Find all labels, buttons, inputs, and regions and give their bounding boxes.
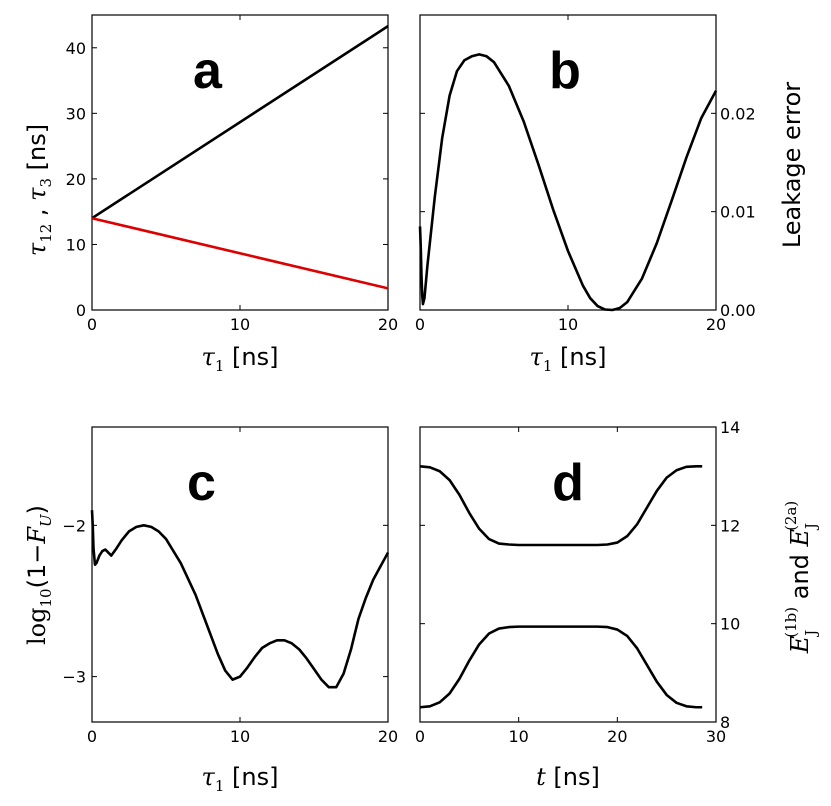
panel-b-xtick-label: 0 — [415, 315, 425, 334]
panel-d-series-0 — [419, 465, 703, 547]
panel-a-series-0 — [91, 25, 389, 220]
panel-d-ytick-label: 10 — [720, 615, 740, 634]
panel-b-series-0 — [418, 53, 718, 312]
panel-d-ytick-label: 12 — [720, 516, 740, 535]
panel-a-ytick-label: 20 — [66, 170, 86, 189]
panel-c-series-0 — [90, 510, 390, 689]
panel-c-xlabel: τ1 [ns] — [202, 763, 279, 795]
panel-c-xtick-label: 0 — [87, 727, 97, 746]
panel-d-xtick-label: 30 — [706, 727, 726, 746]
panel-d-ytick-label: 14 — [720, 418, 740, 437]
panel-a-ylabel: τ12 , τ3 [ns] — [23, 124, 55, 256]
panel-c-ytick-label: −2 — [62, 516, 86, 535]
panel-b-ylabel: Leakage error — [778, 82, 806, 248]
panel-c-xtick-label: 10 — [230, 727, 250, 746]
panel-d-ytick-label: 8 — [720, 713, 730, 732]
panel-a-series-1 — [91, 216, 389, 290]
panel-d-frame — [419, 426, 717, 723]
panel-b-xtick-label: 10 — [558, 315, 578, 334]
panel-a-xtick-label: 0 — [87, 315, 97, 334]
panel-b: 0 10 200.00 0.01 0.02 b — [415, 14, 756, 334]
panel-a-ytick-label: 10 — [66, 235, 86, 254]
panel-a-frame — [91, 14, 389, 311]
panel-c-letter: c — [187, 454, 216, 512]
panel-a-xlabel: τ1 [ns] — [202, 343, 279, 375]
panel-a-xtick-label: 20 — [378, 315, 398, 334]
panel-c-xtick-label: 20 — [378, 727, 398, 746]
panel-c-ytick-label: −3 — [62, 668, 86, 687]
panel-b-xtick-label: 20 — [706, 315, 726, 334]
panel-b-letter: b — [549, 42, 581, 100]
panel-d: 0 10 20 308 10 12 14 d — [415, 418, 740, 746]
panel-a-ytick-label: 30 — [66, 104, 86, 123]
panel-c-ylabel: log10(1−FU) — [23, 505, 55, 645]
panel-a-xtick-label: 10 — [230, 315, 250, 334]
panel-a-letter: a — [193, 42, 223, 100]
panel-a-ytick-label: 40 — [66, 39, 86, 58]
panel-d-xtick-label: 20 — [607, 727, 627, 746]
panel-b-xlabel: τ1 [ns] — [530, 343, 607, 375]
panel-c: 0 10 20 −3 −2 c — [62, 426, 398, 746]
panel-b-ytick-label: 0.00 — [720, 301, 756, 320]
panel-b-ytick-label: 0.02 — [720, 104, 756, 123]
panel-d-letter: d — [552, 454, 584, 512]
panel-d-xtick-label: 0 — [415, 727, 425, 746]
panel-d-xtick-label: 10 — [508, 727, 528, 746]
panel-b-ytick-label: 0.01 — [720, 203, 756, 222]
panel-a-ytick-label: 0 — [76, 301, 86, 320]
panel-d-series-1 — [419, 625, 703, 709]
panel-d-ylabel: EJ(1b) and EJ(2a) — [782, 501, 820, 655]
panel-a: 0 10 20 0 10 20 30 40 a — [66, 14, 398, 334]
panel-d-xlabel: t [ns] — [536, 763, 600, 791]
